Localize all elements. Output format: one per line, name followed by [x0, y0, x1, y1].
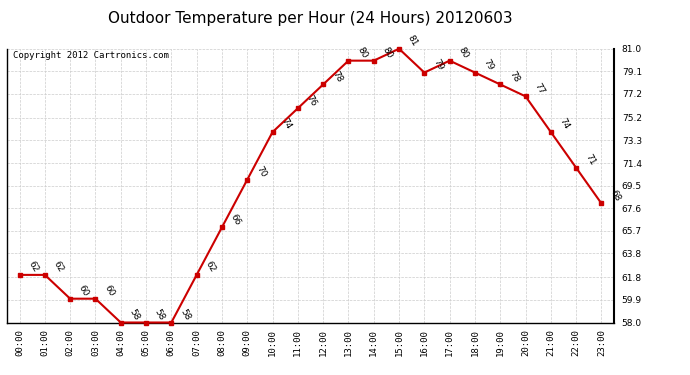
Text: 80: 80 [381, 45, 394, 60]
Text: 80: 80 [355, 45, 369, 60]
Text: 58: 58 [153, 307, 166, 322]
Text: 58: 58 [178, 307, 192, 322]
Text: 78: 78 [507, 69, 521, 84]
Text: 77: 77 [533, 81, 546, 96]
Text: 78: 78 [330, 69, 344, 84]
Text: 68: 68 [609, 188, 622, 203]
Text: 80: 80 [457, 45, 470, 60]
Text: 62: 62 [52, 260, 66, 274]
Text: 62: 62 [204, 260, 217, 274]
Text: 74: 74 [558, 117, 571, 131]
Text: 79: 79 [431, 57, 445, 72]
Text: 60: 60 [102, 284, 116, 298]
Text: 62: 62 [26, 260, 40, 274]
Text: Copyright 2012 Cartronics.com: Copyright 2012 Cartronics.com [13, 51, 169, 60]
Text: 81: 81 [406, 33, 420, 48]
Text: 71: 71 [583, 153, 597, 167]
Text: 74: 74 [279, 117, 293, 131]
Text: 58: 58 [128, 307, 141, 322]
Text: 66: 66 [229, 212, 242, 226]
Text: 79: 79 [482, 57, 495, 72]
Text: 70: 70 [254, 164, 268, 179]
Text: 76: 76 [305, 93, 318, 108]
Text: Outdoor Temperature per Hour (24 Hours) 20120603: Outdoor Temperature per Hour (24 Hours) … [108, 11, 513, 26]
Text: 60: 60 [77, 284, 90, 298]
